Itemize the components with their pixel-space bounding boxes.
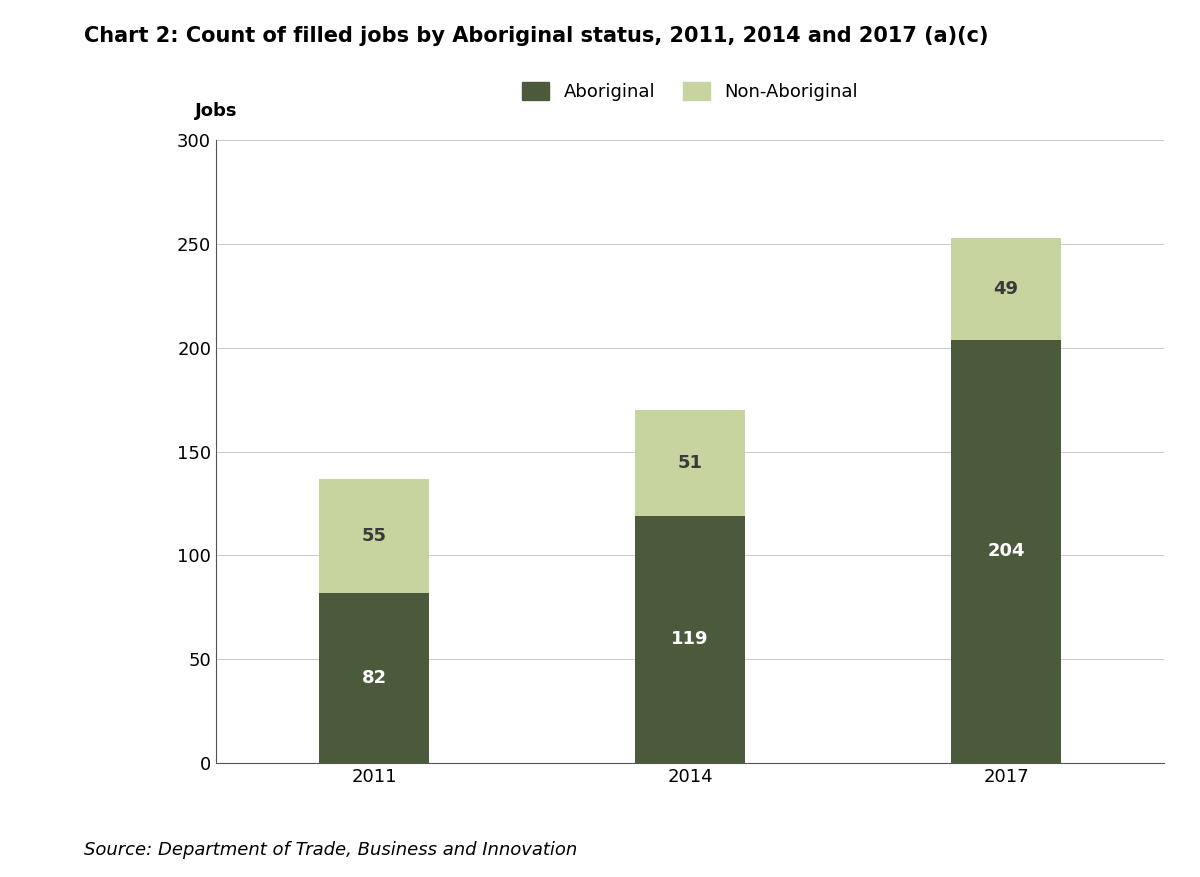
Text: 51: 51 <box>678 454 702 472</box>
Text: 82: 82 <box>361 669 386 687</box>
Bar <box>319 479 430 593</box>
Text: Source: Department of Trade, Business and Innovation: Source: Department of Trade, Business an… <box>84 841 577 859</box>
Text: 55: 55 <box>361 527 386 545</box>
Bar <box>635 516 745 763</box>
Bar <box>950 339 1061 763</box>
Bar <box>319 593 430 763</box>
Text: 204: 204 <box>988 542 1025 560</box>
Text: 119: 119 <box>671 631 709 648</box>
Text: 49: 49 <box>994 280 1019 297</box>
Text: Chart 2: Count of filled jobs by Aboriginal status, 2011, 2014 and 2017 (a)(c): Chart 2: Count of filled jobs by Aborigi… <box>84 26 989 46</box>
Text: Jobs: Jobs <box>194 102 238 119</box>
Bar <box>950 238 1061 339</box>
Legend: Aboriginal, Non-Aboriginal: Aboriginal, Non-Aboriginal <box>515 75 865 109</box>
Bar <box>635 410 745 516</box>
